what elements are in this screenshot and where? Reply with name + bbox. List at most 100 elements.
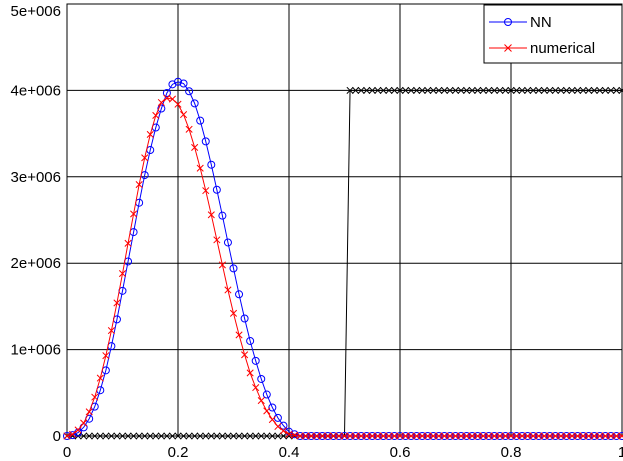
series-point-step <box>130 432 138 440</box>
series-point-step <box>102 432 110 440</box>
series-point-numerical <box>130 210 138 218</box>
series-point-nn <box>179 79 188 88</box>
series-point-numerical <box>385 432 393 440</box>
series-point-numerical <box>501 432 510 440</box>
series-point-step <box>429 86 437 94</box>
series-point-numerical <box>535 432 543 440</box>
series-point-step <box>229 432 238 440</box>
series-point-nn <box>251 356 260 365</box>
series-point-step <box>352 86 360 94</box>
series-point-step <box>174 432 182 440</box>
series-point-numerical <box>91 393 99 401</box>
series-point-step <box>379 86 387 94</box>
series-point-step <box>413 86 421 94</box>
series-point-nn <box>223 238 232 247</box>
series-point-step <box>501 86 510 94</box>
series-point-numerical <box>96 374 104 382</box>
series-point-step <box>157 432 165 440</box>
series-point-numerical <box>68 430 77 438</box>
series-point-step <box>235 432 243 440</box>
series-point-numerical <box>252 384 260 392</box>
series-point-numerical <box>424 432 432 440</box>
series-point-numerical <box>185 125 193 133</box>
x-tick-label: 0.8 <box>501 444 522 461</box>
series-point-step <box>290 432 299 440</box>
series-point-nn <box>218 211 227 220</box>
series-point-step <box>457 86 465 94</box>
series-point-nn <box>257 374 266 383</box>
series-point-numerical <box>168 95 177 103</box>
series-point-numerical <box>463 432 471 440</box>
series-point-numerical <box>496 432 504 440</box>
series-point-numerical <box>612 432 621 440</box>
series-point-numerical <box>218 261 226 269</box>
series-point-numerical <box>324 432 332 440</box>
series-point-numerical <box>113 299 121 307</box>
series-point-step <box>385 86 393 94</box>
series-point-numerical <box>213 236 221 244</box>
series-point-step <box>279 432 288 440</box>
series-point-numerical <box>141 154 149 162</box>
series-point-numerical <box>579 432 587 440</box>
series-point-step <box>368 86 376 94</box>
series-point-numerical <box>107 327 115 335</box>
series-point-numerical <box>546 432 554 440</box>
series-point-step <box>607 86 615 94</box>
series-point-numerical <box>440 432 448 440</box>
y-tick-label: 0 <box>53 428 61 445</box>
series-point-numerical <box>118 270 127 278</box>
series-point-numerical <box>80 419 88 427</box>
series-point-numerical <box>352 432 360 440</box>
series-point-step <box>618 86 623 94</box>
series-point-step <box>85 432 93 440</box>
series-point-step <box>518 86 526 94</box>
series-point-numerical <box>135 181 143 189</box>
series-point-numerical <box>63 432 71 440</box>
series-point-step <box>196 432 204 440</box>
series-point-numerical <box>285 430 293 438</box>
x-tick-label: 0.6 <box>390 444 411 461</box>
series-point-numerical <box>529 432 537 440</box>
series-point-numerical <box>518 432 526 440</box>
legend-box <box>483 4 623 64</box>
series-point-numerical <box>562 432 571 440</box>
series-point-step <box>152 432 160 440</box>
series-point-numerical <box>451 432 460 440</box>
series-point-step <box>435 86 443 94</box>
series-point-step <box>440 86 448 94</box>
x-tick-label: 1 <box>618 444 623 461</box>
series-point-numerical <box>413 432 421 440</box>
series-point-numerical <box>435 432 443 440</box>
series-point-numerical <box>257 397 265 405</box>
series-point-numerical <box>446 432 454 440</box>
series-point-nn <box>174 77 182 86</box>
x-tick-label: 0.2 <box>168 444 189 461</box>
series-point-numerical <box>329 432 337 440</box>
series-point-step <box>479 86 487 94</box>
series-point-step <box>612 86 621 94</box>
series-point-step <box>496 86 504 94</box>
series-point-numerical <box>585 432 593 440</box>
series-point-step <box>141 432 149 440</box>
series-point-step <box>490 86 498 94</box>
series-point-nn <box>235 290 244 299</box>
series-point-numerical <box>524 432 532 440</box>
series-point-numerical <box>157 98 165 107</box>
series-point-numerical <box>557 432 565 440</box>
series-point-step <box>574 86 582 94</box>
series-point-numerical <box>618 432 623 440</box>
series-point-numerical <box>279 427 288 435</box>
series-point-numerical <box>246 369 254 377</box>
series-point-step <box>562 86 571 94</box>
series-point-step <box>424 86 432 94</box>
series-point-numerical <box>418 432 426 440</box>
series-point-step <box>390 86 399 94</box>
series-point-step <box>268 432 276 440</box>
series-point-step <box>529 86 537 94</box>
series-point-nn <box>196 116 205 125</box>
series-point-step <box>357 86 365 94</box>
series-point-numerical <box>485 432 493 440</box>
series-point-nn <box>162 88 171 97</box>
series-point-nn <box>190 99 199 108</box>
series-point-numerical <box>568 432 576 440</box>
